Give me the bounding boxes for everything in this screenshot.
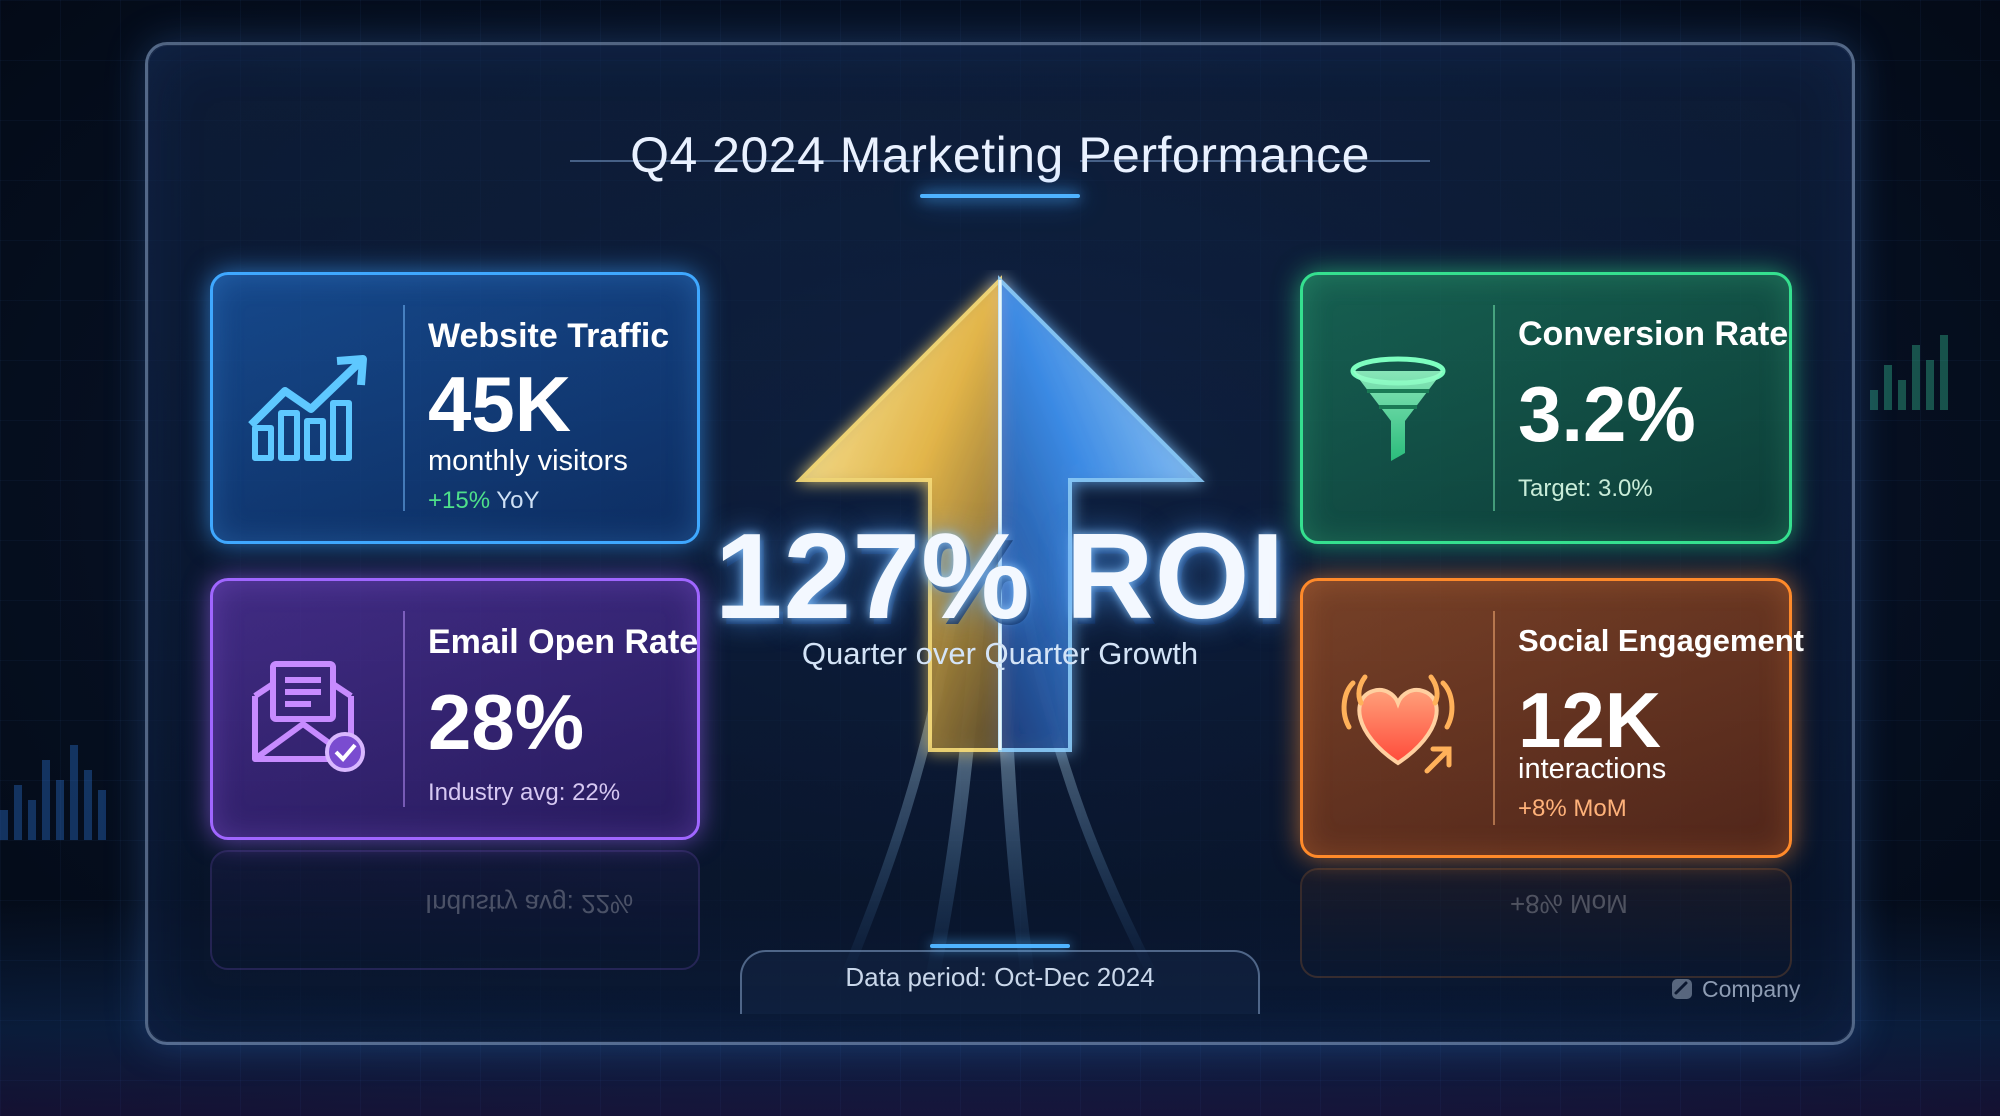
- card-value: 45K: [428, 360, 572, 448]
- card-value: 3.2%: [1518, 370, 1696, 458]
- card-divider: [1493, 611, 1495, 825]
- company-name: Company: [1702, 975, 1801, 1002]
- card-conversion-rate: Conversion Rate 3.2% Target: 3.0%: [1300, 272, 1792, 544]
- reflection-text-social: +8% MoM: [1510, 889, 1628, 919]
- company-logo-icon: [1672, 979, 1692, 999]
- title-rule-right: [1080, 160, 1430, 162]
- card-divider: [403, 611, 405, 807]
- card-trend-note: +15% YoY: [428, 487, 540, 514]
- background-bars-right: [1870, 330, 1990, 410]
- data-period-label: Data period: Oct-Dec 2024: [845, 962, 1155, 992]
- company-brand: Company: [1670, 974, 1800, 1004]
- card-subtext: monthly visitors: [428, 445, 628, 477]
- roi-caption: Quarter over Quarter Growth: [801, 636, 1199, 671]
- card-target-note: Target: 3.0%: [1518, 475, 1653, 502]
- envelope-check-icon: [233, 634, 383, 784]
- card-subtext: interactions: [1518, 753, 1667, 785]
- card-label: Website Traffic: [428, 317, 670, 355]
- footer-glow-bar: [930, 944, 1070, 948]
- footer-tab: [740, 950, 1260, 1014]
- card-value: 28%: [428, 678, 585, 766]
- title-wrap: Q4 2024 Marketing Performance: [490, 115, 1510, 195]
- heart-icon: [1323, 643, 1473, 793]
- reflection-text-email: Industry avg: 22%: [425, 889, 634, 919]
- funnel-icon: [1323, 333, 1473, 483]
- card-label: Email Open Rate: [428, 623, 699, 661]
- title-rule-left: [570, 160, 920, 162]
- card-reflection-social: [1300, 868, 1792, 978]
- card-divider: [1493, 305, 1495, 511]
- roi-headline: 127% ROI: [714, 508, 1286, 644]
- card-email-open-rate: Email Open Rate 28% Industry avg: 22%: [210, 578, 700, 840]
- card-value: 12K: [1518, 676, 1662, 764]
- trending-up-chart-icon: [233, 333, 383, 483]
- card-label: Social Engagement: [1518, 623, 1804, 658]
- card-social-engagement: Social Engagement 12K interactions +8% M…: [1300, 578, 1804, 858]
- card-divider: [403, 305, 405, 511]
- card-label: Conversion Rate: [1518, 315, 1789, 353]
- title-glow-bar: [920, 194, 1080, 198]
- card-trend-note: +8% MoM: [1518, 795, 1627, 822]
- growth-arrow-icon: [795, 275, 1205, 990]
- card-website-traffic: Website Traffic 45K monthly visitors +15…: [210, 272, 700, 544]
- card-benchmark-note: Industry avg: 22%: [428, 779, 621, 806]
- background-bars-left: [0, 720, 160, 840]
- page-title: Q4 2024 Marketing Performance: [630, 127, 1370, 183]
